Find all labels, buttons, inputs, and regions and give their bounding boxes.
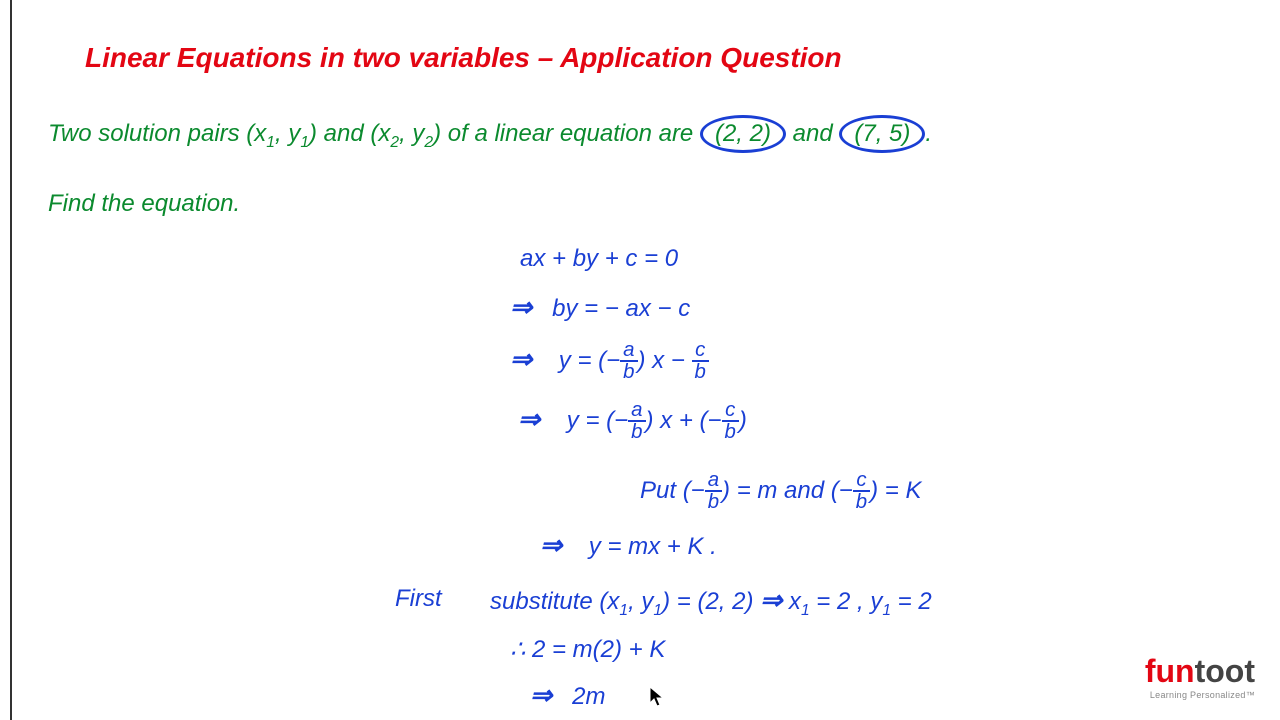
y3: y = (−	[559, 347, 620, 374]
sub2: 1	[300, 134, 309, 151]
se2: = 2	[891, 588, 932, 615]
num-c2: c	[722, 400, 739, 422]
problem-statement-line1: Two solution pairs (x1, y1) and (x2, y2)…	[48, 115, 932, 153]
t3: ) and (x	[309, 120, 390, 147]
brand-logo: funtoot Learning Personalized™	[1145, 653, 1255, 700]
den-b6: b	[853, 492, 870, 512]
arrow-icon: ⇒	[510, 344, 532, 374]
problem-text: Two solution pairs (x	[48, 120, 266, 147]
t5: ) of a linear equation are	[433, 120, 700, 147]
num-a3: a	[705, 470, 722, 492]
logo-toot: toot	[1195, 653, 1255, 689]
close4: )	[739, 407, 747, 434]
den-b: b	[620, 362, 637, 382]
eq-line5: ⇒ y = mx + K .	[540, 530, 717, 561]
num-a: a	[620, 340, 637, 362]
den-b4: b	[722, 422, 739, 442]
cursor-icon	[648, 685, 668, 709]
and: and	[786, 120, 839, 147]
ss3: 1	[801, 602, 810, 619]
pair2-circle: (7, 5)	[839, 115, 925, 153]
den-b3: b	[628, 422, 645, 442]
num-c3: c	[853, 470, 870, 492]
frac-ab: ab	[620, 340, 637, 383]
pair1-circle: (2, 2)	[700, 115, 786, 153]
frac-cb3: cb	[853, 470, 870, 513]
logo-tagline: Learning Personalized™	[1145, 690, 1255, 700]
sub4: 2	[424, 134, 433, 151]
sub1: 1	[266, 134, 275, 151]
eq2: by = − ax − c	[552, 295, 690, 322]
eq-line2: ⇒ by = − ax − c	[510, 292, 690, 323]
ss2: 1	[653, 602, 662, 619]
substitute-line: substitute (x1, y1) = (2, 2) ⇒ x1 = 2 , …	[490, 585, 932, 620]
num-a2: a	[628, 400, 645, 422]
problem-statement-line2: Find the equation.	[48, 190, 240, 218]
last: 2m	[572, 683, 605, 710]
frac-ab2: ab	[628, 400, 645, 443]
eq5: y = mx + K .	[589, 533, 717, 560]
arrow-icon: ⇒	[760, 585, 782, 615]
sm: , y	[628, 588, 653, 615]
put3: ) = K	[870, 477, 921, 504]
arrow-icon: ⇒	[510, 292, 532, 322]
put2: ) = m and (−	[722, 477, 853, 504]
m3: ) x −	[638, 347, 692, 374]
arrow-icon: ⇒	[518, 404, 540, 434]
arrow-icon: ⇒	[530, 680, 552, 710]
first-label: First	[395, 585, 442, 613]
se1: = 2 , y	[810, 588, 883, 615]
eq-line4: ⇒ y = (−ab) x + (−cb)	[518, 400, 747, 443]
eq-line1: ax + by + c = 0	[520, 245, 678, 273]
therefore-line: ∴ 2 = m(2) + K	[510, 635, 665, 664]
m4: ) x + (−	[646, 407, 722, 434]
num-c: c	[692, 340, 709, 362]
left-border	[10, 0, 12, 720]
logo-text: funtoot	[1145, 653, 1255, 690]
sub3: 2	[390, 134, 399, 151]
logo-fun: fun	[1145, 653, 1195, 689]
eq-line3: ⇒ y = (−ab) x − cb	[510, 340, 709, 383]
put-line: Put (−ab) = m and (−cb) = K	[640, 470, 921, 513]
frac-ab3: ab	[705, 470, 722, 513]
den-b2: b	[692, 362, 709, 382]
sa: x	[782, 588, 801, 615]
page-title: Linear Equations in two variables – Appl…	[85, 42, 842, 74]
y4: y = (−	[567, 407, 628, 434]
put1: Put (−	[640, 477, 705, 504]
den-b5: b	[705, 492, 722, 512]
arrow-icon: ⇒	[540, 530, 562, 560]
frac-cb2: cb	[722, 400, 739, 443]
sc: ) = (2, 2)	[662, 588, 760, 615]
frac-cb: cb	[692, 340, 709, 383]
ss1: 1	[619, 602, 628, 619]
last-line: ⇒ 2m	[530, 680, 605, 711]
ss4: 1	[882, 602, 891, 619]
t2: , y	[275, 120, 300, 147]
sub-text: substitute (x	[490, 588, 619, 615]
period: .	[925, 120, 932, 147]
t4: , y	[399, 120, 424, 147]
